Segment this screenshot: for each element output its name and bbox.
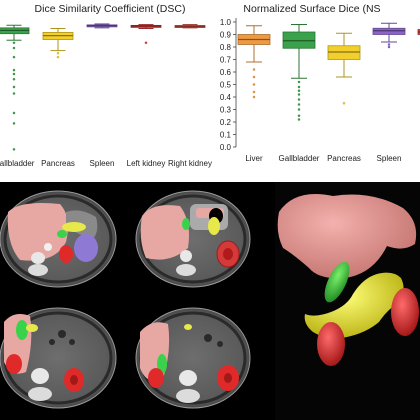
category-label: Spleen	[90, 159, 115, 168]
outlier-point	[297, 118, 301, 121]
ct-slices-figure	[0, 182, 275, 420]
outlier-point	[12, 148, 16, 151]
outlier-point	[297, 98, 301, 101]
category-label: Right kidney	[168, 159, 212, 168]
outlier-point	[12, 41, 16, 45]
outlier-point	[387, 43, 391, 46]
category-label: Pancreas	[41, 159, 75, 168]
gallbladder-segmentation	[157, 354, 167, 374]
pancreas-3d	[304, 272, 404, 339]
dsc-chart-panel: Dice Similarity Coefficient (DSC) Gallbl…	[0, 0, 212, 182]
kidney-segmentation	[59, 245, 73, 263]
outlier-point	[56, 55, 60, 59]
y-tick-label: 0.7	[220, 56, 232, 65]
outlier-point	[12, 55, 16, 59]
outlier-point	[12, 122, 16, 125]
outlier-point	[252, 83, 256, 86]
gallbladder-segmentation	[57, 230, 67, 238]
gallbladder-segmentation	[16, 320, 28, 340]
outlier-point	[297, 89, 301, 93]
pancreas-segmentation	[62, 222, 86, 232]
nsd-chart: Normalized Surface Dice (NS 0.0 0.1 0.2 0.3…	[220, 3, 420, 163]
outlier-point	[144, 41, 148, 45]
left-kidney-3d	[391, 288, 419, 336]
outlier-point	[297, 103, 301, 106]
y-tick-label: 0.4	[220, 93, 232, 102]
outlier-point	[56, 51, 60, 55]
outlier-point	[252, 90, 256, 94]
ct-slice-1	[0, 190, 117, 288]
right-kidney-3d	[317, 322, 345, 366]
spleen-segmentation	[74, 234, 98, 262]
y-tick-label: 0.3	[220, 106, 232, 115]
ct-slice-2	[135, 190, 251, 288]
y-tick-label: 0.1	[220, 131, 232, 140]
outlier-point	[297, 85, 301, 89]
kidney-segmentation	[148, 368, 164, 388]
outlier-point	[252, 68, 256, 71]
pancreas-segmentation	[184, 324, 192, 330]
y-tick-label: 0.0	[220, 143, 232, 152]
box-gallbladder	[282, 31, 316, 49]
category-label: Left kidney	[127, 159, 166, 168]
dsc-chart-title: Dice Similarity Coefficient (DSC)	[35, 3, 186, 15]
ct-slice-3	[0, 307, 117, 409]
outlier-point	[252, 95, 256, 99]
kidney-segmentation	[6, 354, 22, 374]
outlier-point	[297, 114, 301, 118]
organ-3d-rendering	[275, 182, 420, 420]
pancreas-segmentation	[26, 324, 38, 332]
liver-segmentation	[140, 205, 189, 260]
outlier-point	[297, 108, 301, 111]
category-label: Spleen	[377, 154, 402, 163]
category-label: Pancreas	[327, 154, 361, 163]
ct-slices-svg	[0, 190, 251, 409]
outlier-point	[342, 102, 346, 105]
outlier-point	[12, 46, 16, 50]
outlier-point	[387, 45, 391, 49]
outlier-point	[12, 85, 16, 89]
outlier-point	[12, 111, 16, 115]
outlier-point	[12, 68, 16, 72]
outlier-point	[252, 75, 256, 79]
nsd-chart-title: Normalized Surface Dice (NS	[243, 3, 380, 15]
outlier-point	[12, 77, 16, 81]
outlier-point	[297, 80, 301, 84]
liver-segmentation	[7, 203, 68, 261]
category-label: Liver	[245, 154, 263, 163]
organ-3d-svg	[277, 194, 419, 366]
outlier-point	[12, 92, 16, 95]
category-label: Gallbladder	[0, 159, 35, 168]
ct-slice-4	[135, 307, 251, 409]
gallbladder-3d	[324, 261, 350, 303]
y-tick-label: 0.2	[220, 118, 232, 127]
outlier-point	[12, 72, 16, 76]
y-tick-label: 0.5	[220, 81, 232, 90]
gallbladder-segmentation	[182, 218, 190, 230]
category-label: Gallbladder	[279, 154, 320, 163]
pancreas-segmentation	[208, 217, 220, 235]
nsd-chart-panel: Normalized Surface Dice (NS 0.0 0.1 0.2 0.3…	[212, 0, 420, 182]
y-tick-label: 1.0	[220, 18, 232, 27]
y-tick-label: 0.6	[220, 68, 232, 77]
dsc-chart: Dice Similarity Coefficient (DSC) Gallbl…	[0, 3, 212, 168]
y-tick-label: 0.9	[220, 31, 232, 40]
liver-3d	[277, 194, 417, 279]
box-spleen	[372, 27, 406, 35]
y-tick-label: 0.8	[220, 43, 232, 52]
outlier-point	[297, 93, 301, 96]
box-pancreas	[327, 45, 361, 60]
